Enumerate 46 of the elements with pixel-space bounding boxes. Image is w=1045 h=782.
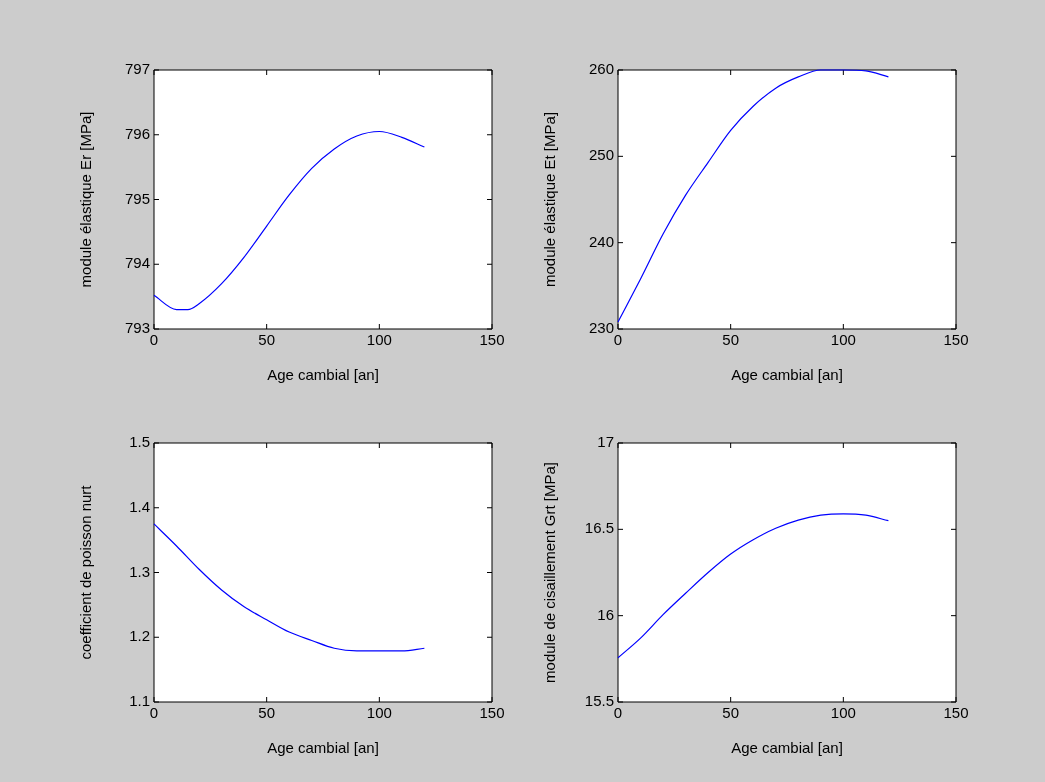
y-tick-label: 794 [124, 254, 150, 272]
y-tick-label: 1.4 [129, 497, 150, 515]
line-series [617, 69, 889, 323]
y-tick-label: 260 [588, 60, 614, 78]
x-tick-label: 150 [943, 704, 969, 722]
y-tick-label: 793 [124, 319, 150, 337]
y-tick-label: 17 [597, 433, 614, 451]
x-tick-label: 150 [943, 331, 969, 349]
y-axis-title: module de cisaillement Grt [MPa] [541, 462, 559, 683]
y-tick-label: 796 [124, 124, 150, 142]
x-tick-label: 100 [830, 331, 856, 349]
y-tick-label: 795 [124, 189, 150, 207]
y-tick-label: 797 [124, 60, 150, 78]
line-series [153, 130, 425, 311]
x-axis-title: Age cambial [an] [267, 366, 379, 384]
x-tick-label: 0 [149, 331, 159, 349]
y-axis-title: coefficient de poisson nurt [77, 484, 95, 660]
x-tick-label: 0 [613, 704, 623, 722]
line-series [153, 523, 425, 652]
y-tick-label: 16.5 [584, 519, 614, 537]
y-axis-title: module élastique Et [MPa] [541, 111, 559, 288]
x-tick-label: 50 [722, 704, 740, 722]
x-tick-label: 50 [722, 331, 740, 349]
y-tick-label: 240 [588, 232, 614, 250]
y-tick-label: 1.1 [129, 692, 150, 710]
y-tick-label: 1.3 [129, 562, 150, 580]
line-series [617, 513, 889, 659]
y-tick-label: 1.2 [129, 627, 150, 645]
x-tick-label: 0 [149, 704, 159, 722]
x-tick-label: 100 [830, 704, 856, 722]
x-axis-title: Age cambial [an] [267, 739, 379, 757]
y-tick-label: 16 [597, 605, 614, 623]
x-axis-title: Age cambial [an] [731, 739, 843, 757]
x-tick-label: 100 [366, 704, 392, 722]
x-axis-title: Age cambial [an] [731, 366, 843, 384]
x-tick-label: 100 [366, 331, 392, 349]
y-tick-label: 15.5 [584, 692, 614, 710]
y-tick-label: 250 [588, 146, 614, 164]
x-tick-label: 150 [479, 704, 505, 722]
x-tick-label: 50 [258, 704, 276, 722]
y-axis-title: module élastique Er [MPa] [77, 111, 95, 288]
y-tick-label: 1.5 [129, 433, 150, 451]
x-tick-label: 0 [613, 331, 623, 349]
x-tick-label: 150 [479, 331, 505, 349]
x-tick-label: 50 [258, 331, 276, 349]
y-tick-label: 230 [588, 319, 614, 337]
